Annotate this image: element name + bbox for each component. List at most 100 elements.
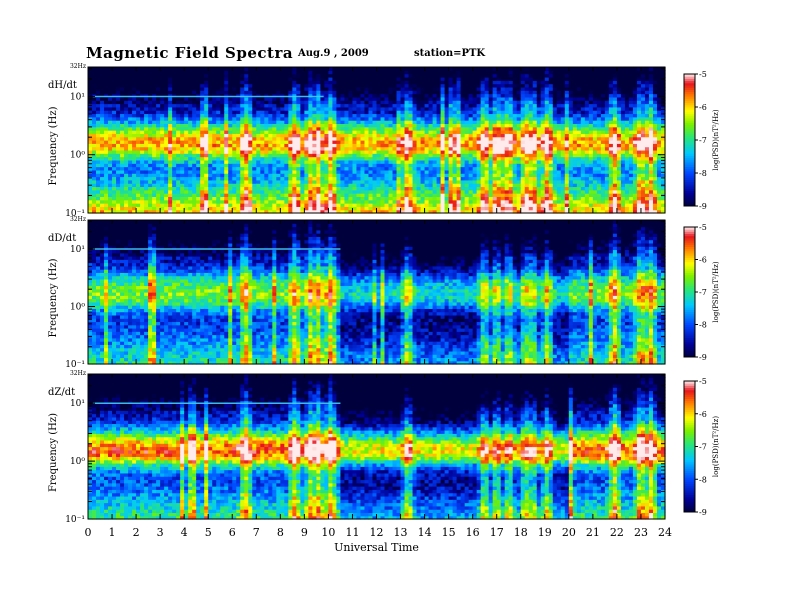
colorbar-cell <box>684 474 695 478</box>
colorbar-cell <box>684 509 695 513</box>
colorbar-cell <box>684 87 695 90</box>
colorbar-cell <box>684 483 695 487</box>
y-axis-label: Frequency (Hz) <box>48 413 59 492</box>
colorbar-cell <box>684 339 695 343</box>
colorbar-cell <box>684 250 695 254</box>
colorbar-cell <box>684 442 695 445</box>
colorbar-cell <box>684 448 695 452</box>
colorbar-cell <box>684 253 695 256</box>
colorbar-cell <box>684 118 695 121</box>
colorbar-cell <box>684 322 695 325</box>
colorbar-cell <box>684 296 695 299</box>
colorbar-cell <box>684 190 695 194</box>
colorbar-cell <box>684 173 695 176</box>
colorbar-cell <box>684 85 695 88</box>
colorbar-cell <box>684 409 695 413</box>
colorbar-cell <box>684 383 695 386</box>
date-label: Aug.9 , 2009 <box>298 48 369 59</box>
colorbar-cell <box>684 424 695 428</box>
colorbar-cell <box>684 283 695 286</box>
colorbar-cell <box>684 328 695 332</box>
colorbar-cell <box>684 240 695 243</box>
colorbar-cell <box>684 227 695 230</box>
colorbar-cell <box>684 231 695 234</box>
colorbar-cell <box>684 463 695 467</box>
colorbar-cell <box>684 146 695 150</box>
x-tick-label: 3 <box>157 526 164 539</box>
colorbar-cell <box>684 235 695 239</box>
colorbar-cell <box>684 402 695 406</box>
colorbar-cell <box>684 387 695 391</box>
heatmap-cells <box>88 67 666 214</box>
colorbar-cell <box>684 350 695 354</box>
colorbar-cell <box>684 479 695 482</box>
colorbar-cell <box>684 186 695 189</box>
colorbar-cell <box>684 100 695 104</box>
y-tick-label: 10⁰ <box>70 303 85 313</box>
colorbar-cell <box>684 411 695 415</box>
colorbar-cell <box>684 122 695 126</box>
x-tick-label: 15 <box>442 526 456 539</box>
colorbar-cell <box>684 331 695 334</box>
colorbar-cell <box>684 326 695 330</box>
colorbar-cell <box>684 320 695 323</box>
colorbar-cell <box>684 466 695 469</box>
colorbar-cell <box>684 263 695 267</box>
panel-label: dH/dt <box>48 80 77 91</box>
colorbar-cell <box>684 472 695 476</box>
colorbar-cell <box>684 503 695 506</box>
colorbar-cell <box>684 255 695 258</box>
colorbar-tick-label: -5 <box>699 223 707 232</box>
colorbar-tick-label: -9 <box>699 353 707 362</box>
colorbar-cell <box>684 155 695 159</box>
colorbar-cell <box>684 477 695 480</box>
colorbar-tick-label: -6 <box>699 410 707 419</box>
colorbar-label: log(PSD)(nT²/Hz) <box>712 416 720 477</box>
colorbar-cell <box>684 415 695 419</box>
colorbar-cell <box>684 289 695 293</box>
colorbar-tick-label: -5 <box>699 377 707 386</box>
colorbar-cell <box>684 78 695 82</box>
colorbar-cell <box>684 426 695 430</box>
colorbar-cell <box>684 129 695 132</box>
colorbar-cell <box>684 137 695 141</box>
x-tick-label: 16 <box>466 526 480 539</box>
colorbar-cell <box>684 300 695 304</box>
colorbar-cell <box>684 348 695 351</box>
colorbar-cell <box>684 287 695 291</box>
colorbar-cell <box>684 337 695 341</box>
colorbar-cell <box>684 294 695 297</box>
colorbar-cell <box>684 470 695 474</box>
colorbar-cell <box>684 159 695 163</box>
colorbar-cell <box>684 248 695 252</box>
colorbar-cell <box>684 272 695 276</box>
x-tick-label: 22 <box>610 526 624 539</box>
panel-label: dD/dt <box>48 233 76 244</box>
colorbar-cell <box>684 279 695 282</box>
colorbar-cell <box>684 195 695 198</box>
colorbar-cell <box>684 494 695 498</box>
colorbar-cell <box>684 496 695 500</box>
colorbar-cell <box>684 80 695 84</box>
colorbar-cell <box>684 261 695 265</box>
x-axis-label: Universal Time <box>334 541 419 554</box>
colorbar-cell <box>684 120 695 123</box>
colorbar-cell <box>684 455 695 458</box>
colorbar-cell <box>684 104 695 108</box>
colorbar-cell <box>684 446 695 450</box>
colorbar: -5 -6 -7 -8 -9 log(PSD)(nT²/Hz) <box>683 377 720 517</box>
colorbar-cell <box>684 164 695 167</box>
colorbar-cell <box>684 144 695 148</box>
y-axis-label: Frequency (Hz) <box>48 258 59 337</box>
colorbar-cell <box>684 199 695 203</box>
colorbar-tick-label: -7 <box>699 136 707 145</box>
colorbar-cell <box>684 324 695 328</box>
colorbar-cell <box>684 181 695 185</box>
colorbar-cell <box>684 352 695 356</box>
colorbar-cell <box>684 318 695 321</box>
colorbar-cell <box>684 197 695 200</box>
colorbar-cell <box>684 400 695 404</box>
